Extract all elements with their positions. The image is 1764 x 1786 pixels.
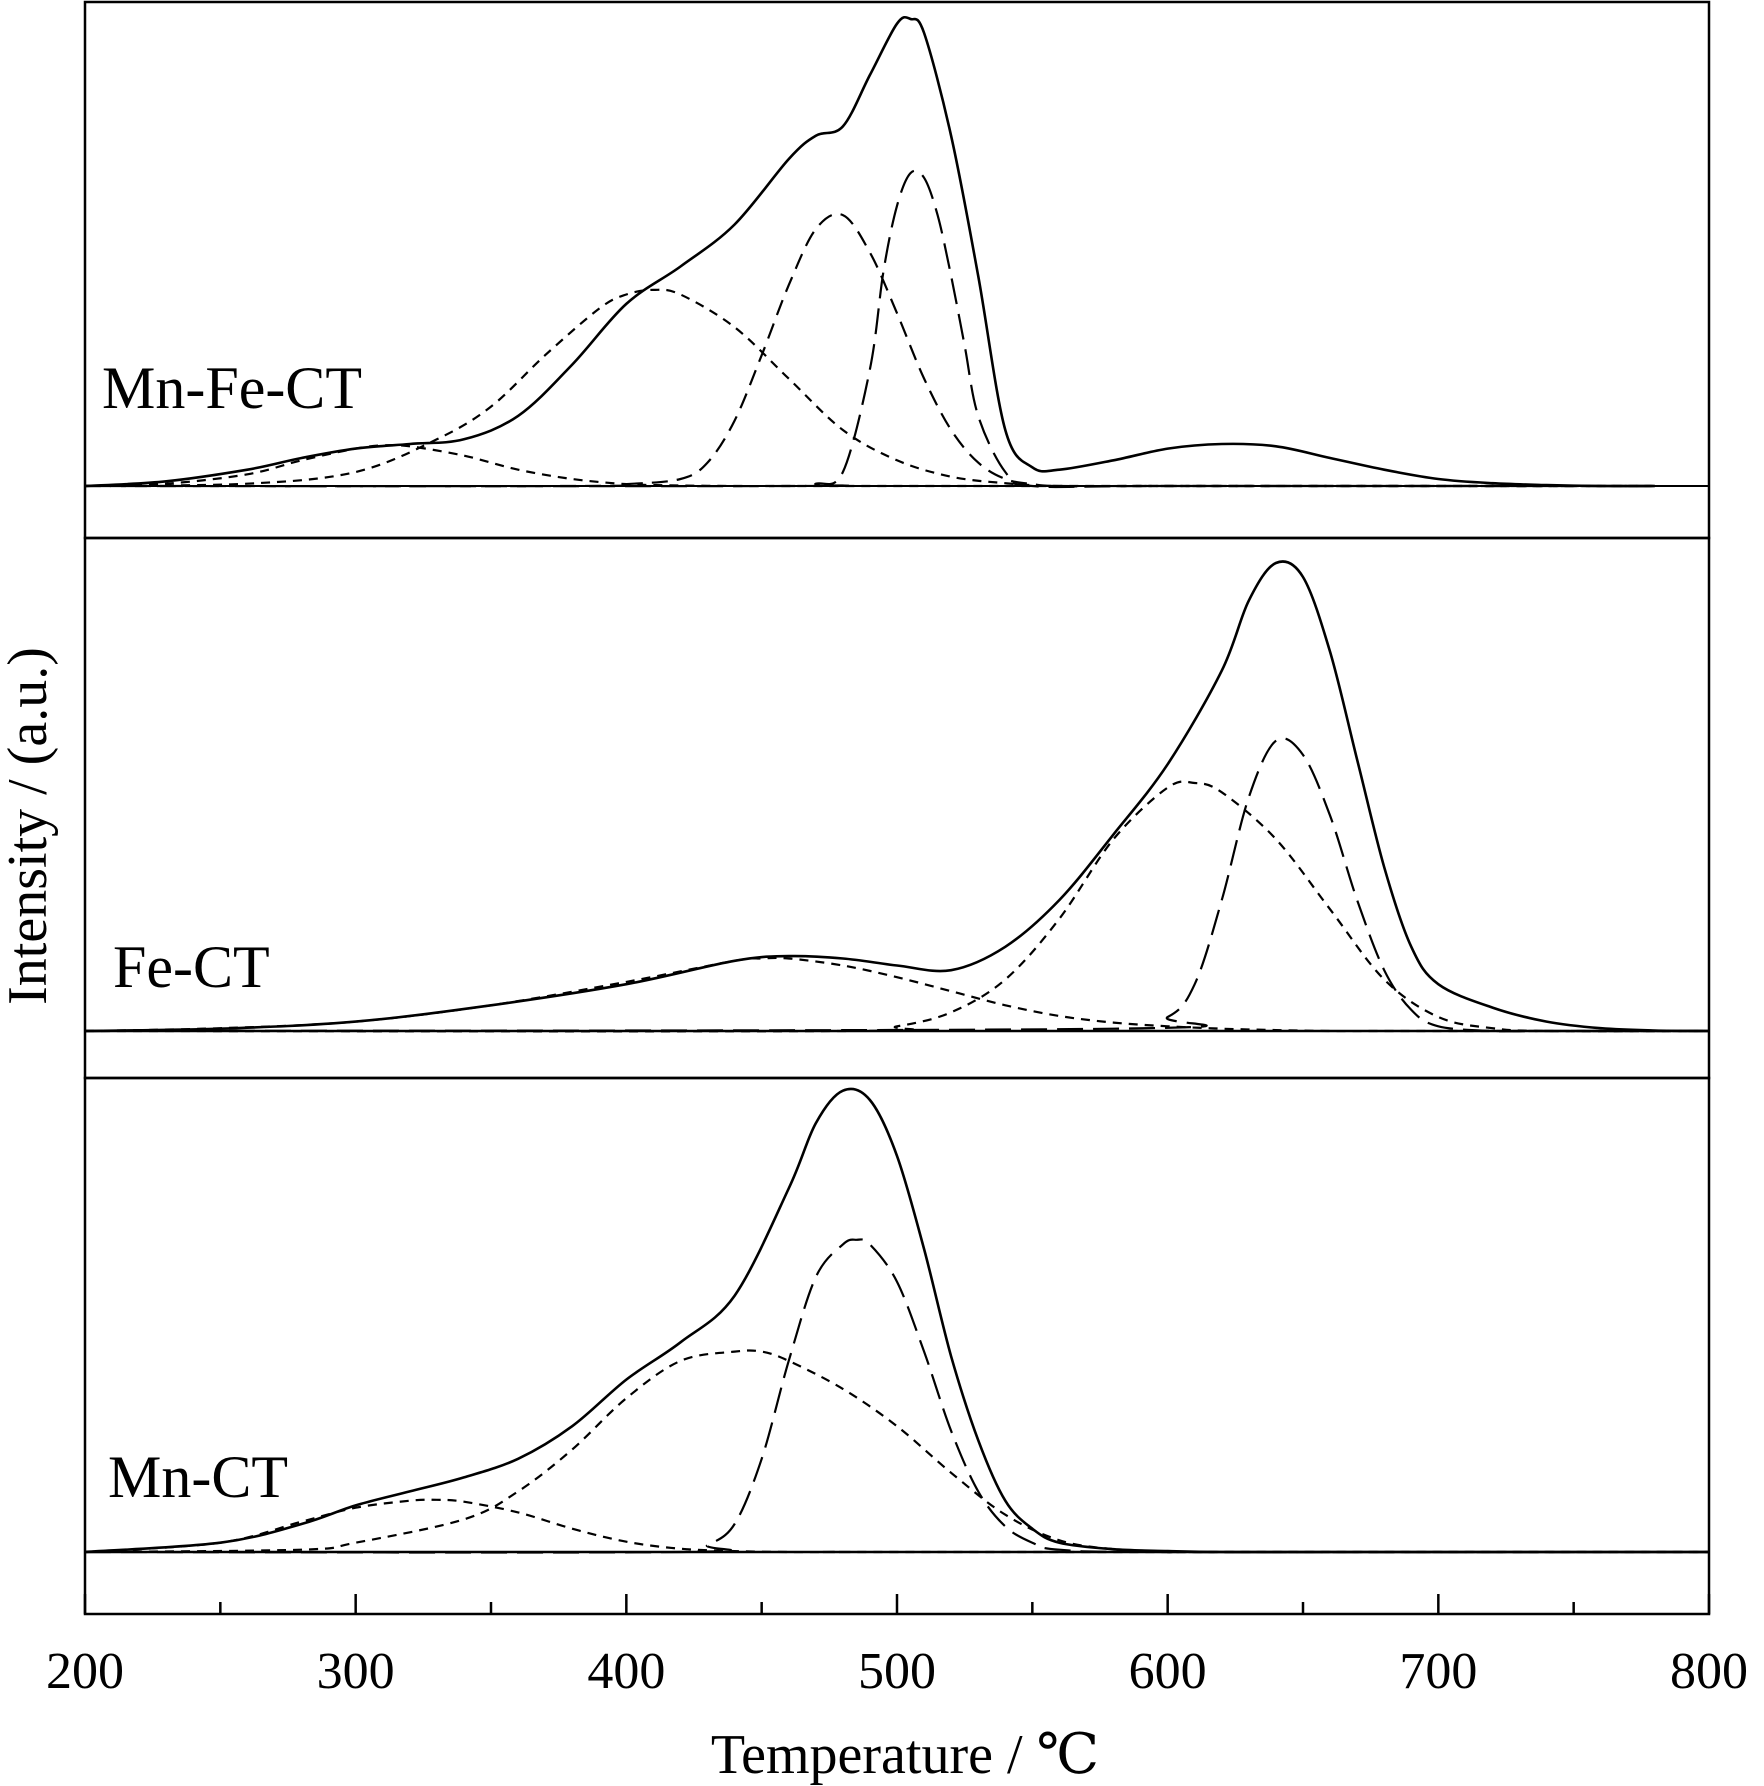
- mn-fe-ct-fit-peak-1: [84, 443, 1655, 488]
- baselines: [85, 485, 1709, 1554]
- mn-ct-fit-peak-3: [84, 1238, 1710, 1554]
- mn-fe-ct-fit-peak-4: [84, 169, 1655, 489]
- tick-label-200: 200: [46, 1643, 124, 1700]
- mn-ct-fit-peak-2: [84, 1349, 1709, 1554]
- curves: [84, 15, 1710, 1554]
- tick-label-600: 600: [1129, 1643, 1207, 1700]
- fe-ct-fit-peak-2: [84, 780, 1710, 1033]
- tick-label-500: 500: [858, 1643, 936, 1700]
- panel-label-mn-fe-ct: Mn-Fe-CT: [102, 355, 362, 421]
- fe-ct-fit-peak-3: [84, 737, 1709, 1033]
- y-axis-label: Intensity / (a.u.): [0, 647, 59, 1005]
- fe-ct-measured-curve: [84, 560, 1710, 1033]
- panel-label-fe-ct: Fe-CT: [113, 934, 270, 1000]
- tick-label-800: 800: [1670, 1643, 1748, 1700]
- mn-ct-fit-peak-1: [84, 1498, 1709, 1554]
- panel-frame-mn-fe-ct: [83, 0, 1711, 540]
- x-axis-tick-labels: 200 300 400 500 600 700 800: [46, 1643, 1748, 1700]
- mn-ct-measured-curve: [84, 1087, 1709, 1554]
- panel-label-mn-ct: Mn-CT: [108, 1444, 288, 1510]
- mn-fe-ct-fit-peak-3: [84, 212, 1655, 488]
- fe-ct-fit-peak-1: [84, 956, 1709, 1033]
- mn-fe-ct-measured-curve: [84, 15, 1655, 488]
- x-axis-ticks: [83, 1594, 1711, 1614]
- tick-label-400: 400: [587, 1643, 665, 1700]
- x-axis-label: Temperature / ℃: [711, 1724, 1099, 1786]
- tick-label-300: 300: [317, 1643, 395, 1700]
- tick-label-700: 700: [1399, 1643, 1477, 1700]
